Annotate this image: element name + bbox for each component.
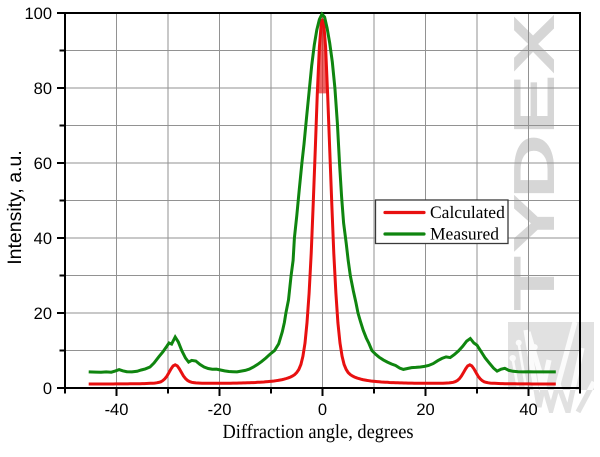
svg-text:Measured: Measured (430, 224, 499, 244)
svg-text:E: E (502, 74, 567, 135)
svg-text:Diffraction angle, degrees: Diffraction angle, degrees (223, 421, 414, 443)
svg-text:100: 100 (24, 5, 52, 23)
svg-text:20: 20 (34, 305, 52, 323)
svg-text:-20: -20 (208, 401, 232, 419)
svg-text:T: T (502, 256, 567, 311)
svg-text:40: 40 (34, 230, 52, 248)
svg-text:-40: -40 (105, 401, 129, 419)
svg-text:80: 80 (34, 80, 52, 98)
svg-text:D: D (502, 134, 567, 199)
svg-text:40: 40 (519, 401, 537, 419)
svg-text:60: 60 (34, 155, 52, 173)
svg-text:Intensity, a.u.: Intensity, a.u. (4, 150, 26, 265)
svg-text:20: 20 (416, 401, 434, 419)
svg-text:Calculated: Calculated (430, 202, 505, 222)
svg-text:X: X (502, 14, 567, 75)
svg-text:0: 0 (318, 401, 327, 419)
svg-text:Y: Y (502, 194, 567, 254)
svg-text:0: 0 (43, 380, 52, 398)
